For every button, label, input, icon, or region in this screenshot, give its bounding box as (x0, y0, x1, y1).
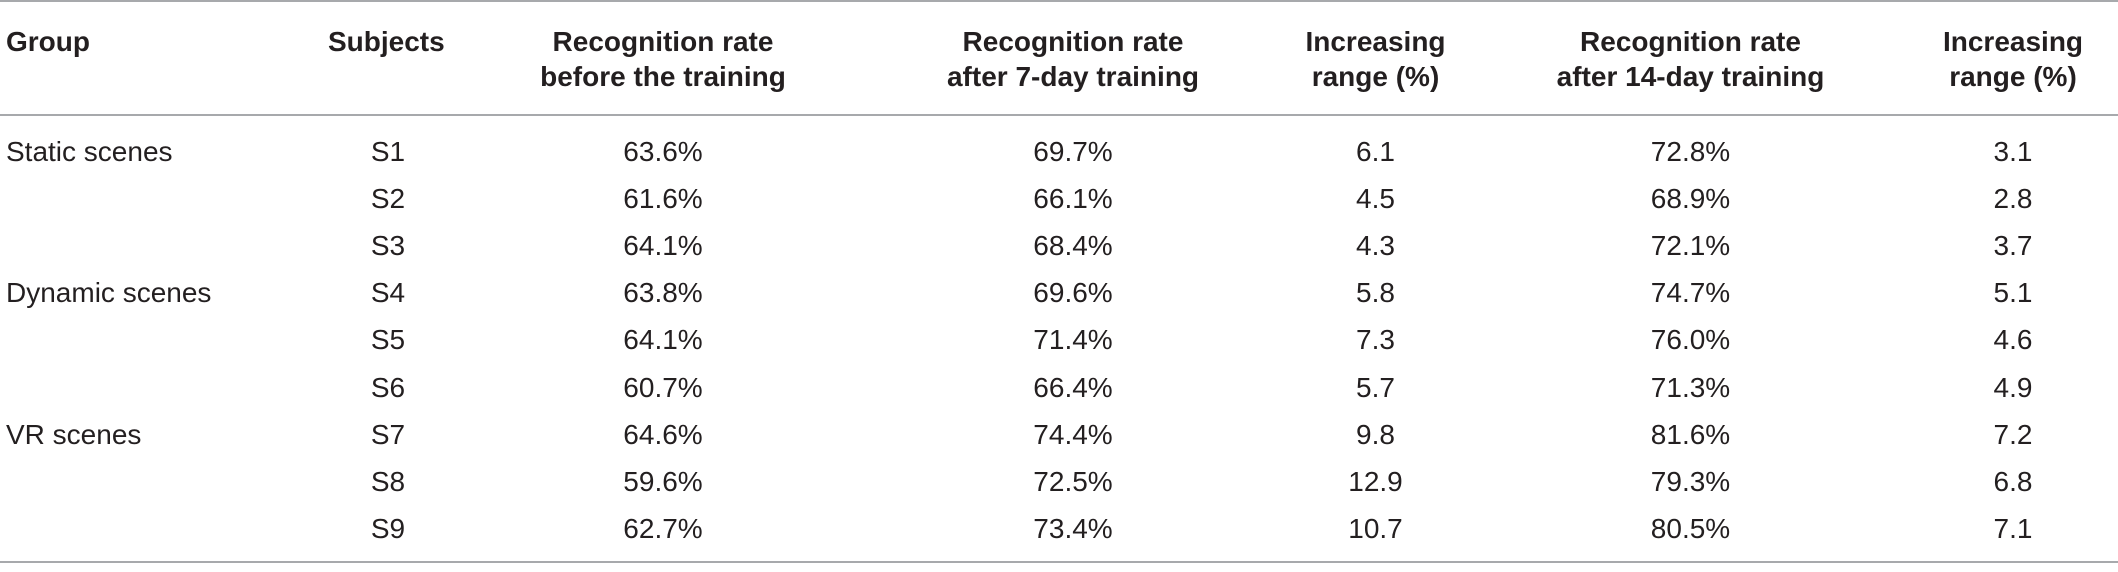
header-before-training: Recognition rate before the training (458, 1, 868, 115)
cell-inc2: 7.2 (1993, 418, 2033, 450)
table-body: Static scenes S1 63.6% 69.7% 6.1 72.8% 3… (0, 115, 2118, 562)
cell-inc1: 9.8 (1356, 418, 1395, 450)
cell-after7: 69.7% (1033, 135, 1113, 167)
header-row: Group Subjects Recognition rate before t… (0, 1, 2118, 115)
header-increasing-range-2: Increasing range (%) (1908, 1, 2118, 115)
cell-subject: S9 (370, 513, 406, 545)
table-row: S8 59.6% 72.5% 12.9 79.3% 6.8 (0, 458, 2118, 505)
cell-inc2: 4.9 (1993, 371, 2033, 403)
cell-group: Static scenes (6, 135, 173, 167)
cell-subject: S1 (370, 135, 406, 167)
cell-subject: S5 (370, 324, 406, 356)
cell-inc1: 10.7 (1348, 513, 1403, 545)
cell-inc1: 7.3 (1356, 324, 1395, 356)
cell-inc2: 3.7 (1993, 229, 2033, 261)
table-row: S6 60.7% 66.4% 5.7 71.3% 4.9 (0, 364, 2118, 411)
table-row: S9 62.7% 73.4% 10.7 80.5% 7.1 (0, 506, 2118, 562)
cell-after14: 72.8% (1650, 135, 1731, 167)
header-inc1-line2: range (%) (1311, 61, 1440, 92)
cell-inc1: 5.8 (1356, 277, 1395, 309)
cell-group (0, 364, 318, 411)
cell-after14: 81.6% (1650, 418, 1731, 450)
cell-before: 64.1% (623, 229, 703, 261)
header-before-line2: before the training (540, 61, 786, 92)
header-after7-line1: Recognition rate (962, 26, 1184, 57)
cell-before: 61.6% (623, 182, 703, 214)
cell-before: 60.7% (623, 371, 703, 403)
cell-before: 63.8% (623, 277, 703, 309)
cell-subject: S4 (370, 277, 406, 309)
table-row: S2 61.6% 66.1% 4.5 68.9% 2.8 (0, 175, 2118, 222)
cell-inc1: 5.7 (1356, 371, 1395, 403)
table-row: VR scenes S7 64.6% 74.4% 9.8 81.6% 7.2 (0, 411, 2118, 458)
cell-inc1: 4.5 (1356, 182, 1395, 214)
header-after14-line2: after 14-day training (1556, 61, 1825, 92)
header-after7-line2: after 7-day training (946, 61, 1200, 92)
cell-after7: 71.4% (1033, 324, 1113, 356)
cell-after7: 66.1% (1033, 182, 1113, 214)
cell-after7: 68.4% (1033, 229, 1113, 261)
header-after-14-day: Recognition rate after 14-day training (1473, 1, 1908, 115)
cell-group (0, 175, 318, 222)
header-increasing-range-1: Increasing range (%) (1278, 1, 1473, 115)
cell-inc2: 3.1 (1993, 135, 2033, 167)
cell-subject: S3 (370, 229, 406, 261)
table-row: S5 64.1% 71.4% 7.3 76.0% 4.6 (0, 317, 2118, 364)
cell-before: 64.1% (623, 324, 703, 356)
cell-inc1: 4.3 (1356, 229, 1395, 261)
cell-after14: 80.5% (1650, 513, 1731, 545)
cell-after14: 71.3% (1650, 371, 1731, 403)
cell-after14: 74.7% (1650, 277, 1731, 309)
cell-after14: 72.1% (1650, 229, 1731, 261)
cell-inc2: 2.8 (1993, 182, 2033, 214)
cell-group (0, 317, 318, 364)
header-after-7-day: Recognition rate after 7-day training (868, 1, 1278, 115)
cell-inc1: 12.9 (1348, 465, 1403, 497)
cell-group (0, 458, 318, 505)
cell-after7: 74.4% (1033, 418, 1113, 450)
header-group: Group (6, 26, 90, 57)
cell-inc2: 7.1 (1993, 513, 2033, 545)
cell-inc1: 6.1 (1356, 135, 1395, 167)
cell-group (0, 222, 318, 269)
cell-before: 64.6% (623, 418, 703, 450)
cell-before: 59.6% (623, 465, 703, 497)
table-row: Dynamic scenes S4 63.8% 69.6% 5.8 74.7% … (0, 270, 2118, 317)
cell-subject: S6 (370, 371, 406, 403)
header-subjects: Subjects (328, 26, 445, 57)
header-before-line1: Recognition rate (552, 26, 774, 57)
header-inc2-line2: range (%) (1949, 61, 2077, 92)
table-header: Group Subjects Recognition rate before t… (0, 1, 2118, 115)
cell-subject: S7 (370, 418, 406, 450)
cell-after7: 69.6% (1033, 277, 1113, 309)
header-inc1-line1: Increasing (1305, 26, 1446, 57)
cell-after14: 68.9% (1650, 182, 1731, 214)
cell-subject: S2 (370, 182, 406, 214)
cell-after14: 76.0% (1650, 324, 1731, 356)
table-row: Static scenes S1 63.6% 69.7% 6.1 72.8% 3… (0, 115, 2118, 175)
cell-inc2: 4.6 (1993, 324, 2033, 356)
header-after14-line1: Recognition rate (1580, 26, 1801, 57)
table-row: S3 64.1% 68.4% 4.3 72.1% 3.7 (0, 222, 2118, 269)
cell-inc2: 5.1 (1993, 277, 2033, 309)
cell-after7: 66.4% (1033, 371, 1113, 403)
cell-after14: 79.3% (1650, 465, 1731, 497)
cell-inc2: 6.8 (1993, 465, 2033, 497)
cell-subject: S8 (370, 465, 406, 497)
cell-before: 63.6% (623, 135, 703, 167)
cell-group: Dynamic scenes (6, 277, 212, 309)
header-inc2-line1: Increasing (1942, 26, 2084, 57)
cell-group: VR scenes (6, 418, 142, 450)
cell-before: 62.7% (623, 513, 703, 545)
cell-group (0, 506, 318, 562)
cell-after7: 73.4% (1033, 513, 1113, 545)
cell-after7: 72.5% (1033, 465, 1113, 497)
